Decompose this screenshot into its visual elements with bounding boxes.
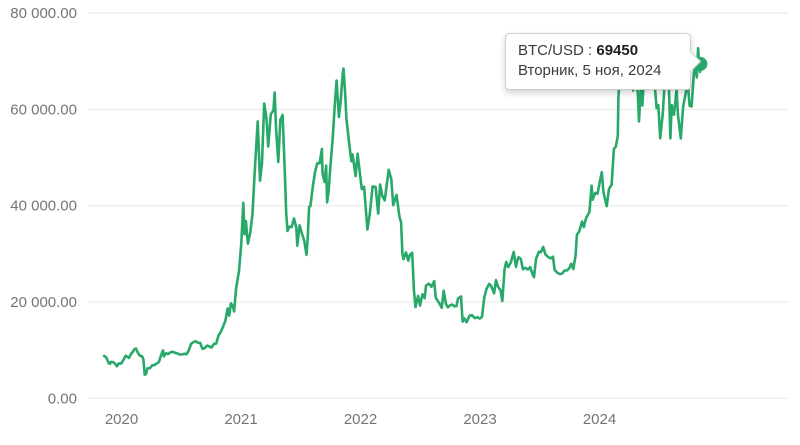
x-axis-label: 2023 (463, 411, 496, 428)
y-axis-label: 20 000.00 (10, 294, 77, 311)
x-axis-label: 2021 (224, 411, 257, 428)
price-line-series (102, 45, 702, 376)
x-axis-label: 2022 (344, 411, 377, 428)
axis-labels: 0.00 20 000.00 40 000.00 60 000.00 80 000.00… (10, 5, 616, 428)
price-tooltip: BTC/USD : 69450 Вторник, 5 ноя, 2024 (505, 33, 702, 90)
tooltip-pair-label: BTC/USD (518, 42, 584, 59)
y-axis-label: 80 000.00 (10, 5, 77, 22)
y-axis-label: 60 000.00 (10, 101, 77, 118)
tooltip-pair-and-price: BTC/USD : 69450 (518, 41, 678, 61)
y-axis-label: 0.00 (48, 390, 77, 407)
x-axis-label: 2024 (583, 411, 616, 428)
tooltip-separator: : (583, 42, 597, 59)
x-axis-label: 2020 (105, 411, 138, 428)
tooltip-date: Вторник, 5 ноя, 2024 (518, 62, 662, 79)
y-axis-label: 40 000.00 (10, 198, 77, 215)
tooltip-price-value: 69450 (596, 42, 639, 59)
